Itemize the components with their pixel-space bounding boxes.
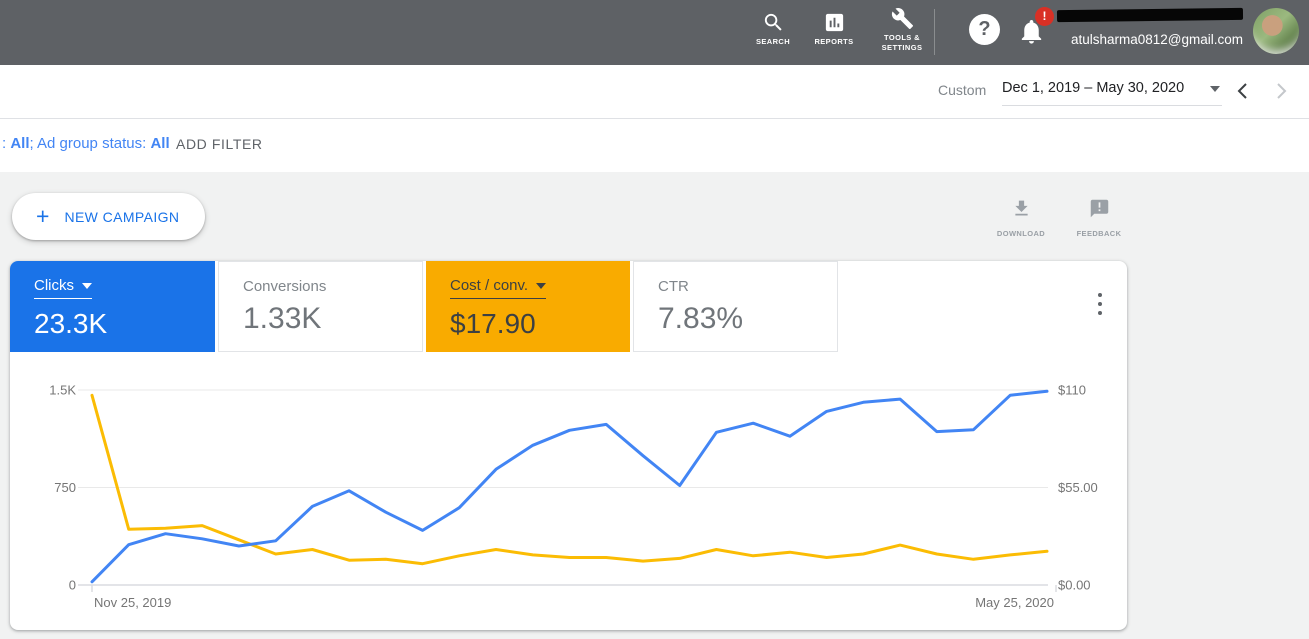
reports-nav-label: REPORTS (814, 37, 854, 46)
bell-icon (1017, 20, 1046, 50)
performance-card: Clicks 23.3K Conversions 1.33K Cost / co… (10, 261, 1127, 630)
chevron-right-icon (1268, 83, 1294, 108)
reports-icon (804, 11, 864, 34)
scorecard-ctr-label: CTR (658, 278, 689, 295)
active-filters[interactable]: : All; Ad group status: All (2, 135, 170, 152)
kebab-icon (1097, 292, 1103, 297)
scorecard-conversions-value: 1.33K (243, 302, 322, 335)
next-period-button[interactable] (1268, 78, 1294, 104)
svg-text:May 25, 2020: May 25, 2020 (975, 595, 1054, 610)
chevron-down-icon (536, 283, 547, 289)
chevron-down-icon (1210, 86, 1220, 92)
search-nav-button[interactable]: SEARCH (742, 11, 804, 47)
notification-badge: ! (1035, 7, 1054, 26)
download-button[interactable]: DOWNLOAD (991, 198, 1051, 239)
help-icon: ? (978, 18, 991, 40)
date-range-picker[interactable]: Dec 1, 2019 – May 30, 2020 (1002, 80, 1222, 106)
top-bar-divider (934, 9, 935, 55)
chart-options-menu-button[interactable] (1089, 288, 1111, 330)
plus-icon: + (36, 203, 50, 229)
date-range-text: Dec 1, 2019 – May 30, 2020 (1002, 80, 1185, 96)
scorecard-clicks[interactable]: Clicks 23.3K (10, 261, 215, 352)
account-email: atulsharma0812@gmail.com (1070, 32, 1243, 47)
svg-text:0: 0 (69, 578, 76, 593)
avatar[interactable] (1253, 8, 1299, 54)
search-nav-label: SEARCH (755, 37, 791, 46)
filter-separator: ; Ad group status: (29, 135, 151, 152)
feedback-button[interactable]: FEEDBACK (1069, 198, 1129, 239)
reports-nav-button[interactable]: REPORTS (804, 11, 864, 47)
filter-bar: : All; Ad group status: All ADD FILTER (0, 120, 1309, 172)
main-content: + NEW CAMPAIGN DOWNLOAD FEEDBACK Clicks … (0, 172, 1309, 639)
svg-text:Nov 25, 2019: Nov 25, 2019 (94, 595, 171, 610)
scorecard-conversions-label: Conversions (243, 278, 327, 295)
scorecard-cost-per-conv[interactable]: Cost / conv. $17.90 (426, 261, 630, 352)
new-campaign-button[interactable]: + NEW CAMPAIGN (12, 193, 206, 240)
previous-period-button[interactable] (1230, 78, 1256, 104)
scorecard-conversions[interactable]: Conversions 1.33K (218, 261, 423, 352)
tools-settings-icon (869, 7, 935, 30)
svg-text:1.5K: 1.5K (49, 383, 76, 398)
filter-prefix: : (2, 135, 11, 152)
redacted-account-name (1056, 7, 1244, 23)
scorecard-clicks-label: Clicks (34, 277, 92, 299)
top-app-bar: SEARCH REPORTS TOOLS & SETTINGS ? ! atul… (0, 0, 1309, 65)
performance-chart: 1.5K 750 0 $110 $55.00 $0.00 Nov 25, 2019 May 2… (49, 383, 1098, 611)
scorecard-row: Clicks 23.3K Conversions 1.33K Cost / co… (10, 261, 838, 352)
add-filter-button[interactable]: ADD FILTER (176, 136, 263, 152)
search-icon (742, 11, 804, 34)
new-campaign-label: NEW CAMPAIGN (64, 208, 180, 225)
date-bar: Custom Dec 1, 2019 – May 30, 2020 (0, 65, 1309, 119)
scorecard-ctr[interactable]: CTR 7.83% (633, 261, 838, 352)
chevron-down-icon (82, 283, 92, 289)
scorecard-cost-per-conv-value: $17.90 (450, 308, 536, 339)
filter-adgroup-status-value[interactable]: All (150, 135, 170, 152)
download-icon (1011, 200, 1032, 223)
account-menu-button[interactable]: atulsharma0812@gmail.com (1056, 7, 1244, 49)
date-preset-label: Custom (938, 82, 987, 98)
tools-settings-nav-label: TOOLS & SETTINGS (881, 33, 923, 53)
chevron-left-icon (1230, 83, 1256, 108)
feedback-label: FEEDBACK (1076, 229, 1122, 238)
filter-campaign-status-value[interactable]: All (10, 135, 30, 152)
tools-settings-nav-button[interactable]: TOOLS & SETTINGS (869, 7, 935, 53)
svg-text:$0.00: $0.00 (1058, 578, 1091, 593)
svg-text:750: 750 (54, 480, 76, 495)
scorecard-cost-per-conv-label: Cost / conv. (450, 277, 547, 299)
notifications-button[interactable]: ! (1017, 7, 1054, 50)
download-label: DOWNLOAD (996, 229, 1046, 238)
scorecard-ctr-value: 7.83% (658, 302, 744, 335)
svg-text:$110: $110 (1058, 383, 1086, 398)
help-button[interactable]: ? (969, 14, 1000, 45)
svg-text:$55.00: $55.00 (1058, 480, 1098, 495)
feedback-icon (1089, 199, 1110, 223)
scorecard-clicks-value: 23.3K (34, 308, 108, 339)
